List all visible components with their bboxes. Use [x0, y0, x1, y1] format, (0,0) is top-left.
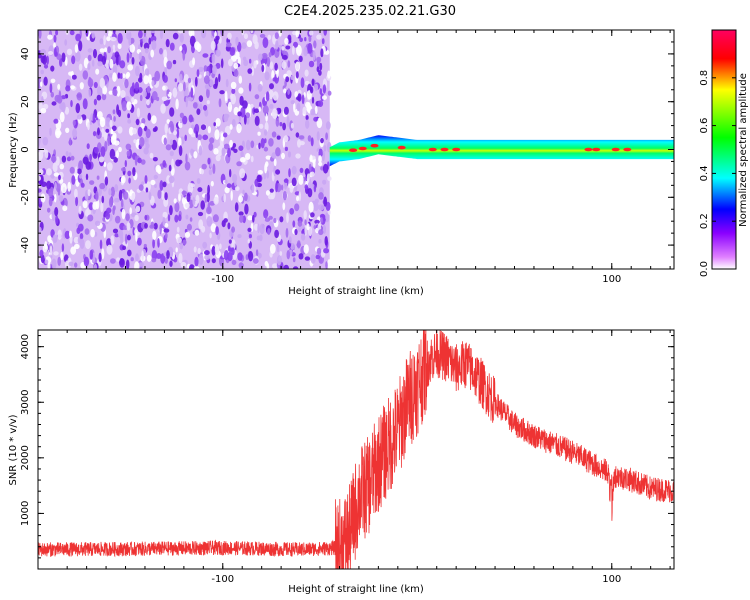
signal-peak	[584, 147, 593, 152]
bottom-plot-frame	[37, 329, 675, 570]
top-x-tick-label: -100	[211, 274, 234, 285]
top-x-axis-label: Height of straight line (km)	[288, 286, 424, 297]
bottom-y-tick-label: 3000	[20, 390, 31, 415]
top-y-axis-label: Frequency (Hz)	[8, 112, 19, 188]
snr-plot: -100 100 1000 2000 3000 4000	[20, 329, 675, 585]
colorbar-tick-label: 0.4	[699, 165, 710, 181]
bottom-x-tick-label: 100	[602, 574, 621, 585]
colorbar: 0.0 0.2 0.4 0.6 0.8	[699, 29, 737, 277]
top-y-tick-label: 20	[20, 95, 31, 108]
bottom-y-axis-label: SNR (10 * v/v)	[8, 414, 19, 485]
signal-band	[329, 135, 674, 167]
colorbar-frame	[711, 29, 737, 270]
spectrogram-plot: -100 100 -40 -20 0 20 40	[20, 29, 675, 285]
signal-peak	[397, 145, 406, 150]
signal-peak	[358, 146, 367, 151]
noise-speckles	[38, 30, 332, 269]
signal-peak	[349, 148, 358, 152]
top-x-tick-label: 100	[602, 274, 621, 285]
signal-peak	[611, 147, 620, 152]
colorbar-tick-label: 0.8	[699, 70, 710, 86]
colorbar-tick-label: 0.0	[699, 261, 710, 277]
top-y-tick-label: -40	[20, 237, 31, 253]
bottom-x-axis-label: Height of straight line (km)	[288, 584, 424, 595]
bottom-x-tick-label: -100	[211, 574, 234, 585]
colorbar-label: Normalized spectral amplitude	[738, 73, 749, 227]
signal-band-fill	[329, 135, 674, 167]
bottom-y-tick-label: 4000	[20, 334, 31, 359]
top-y-tick-label: -20	[20, 189, 31, 205]
colorbar-tick-label: 0.6	[699, 118, 710, 134]
bottom-y-tick-label: 1000	[20, 501, 31, 526]
colorbar-tick-label: 0.2	[699, 213, 710, 229]
top-y-tick-label: 40	[20, 48, 31, 61]
snr-series-line	[38, 330, 674, 569]
chart-title: C2E4.2025.235.02.21.G30	[284, 4, 456, 19]
signal-peak	[370, 143, 379, 148]
signal-peak	[623, 147, 632, 152]
signal-peak	[428, 147, 437, 152]
bottom-y-tick-label: 2000	[20, 445, 31, 470]
top-y-tick-label: 0	[20, 146, 31, 152]
signal-peak	[452, 147, 461, 152]
signal-peak	[440, 147, 449, 152]
signal-peak	[592, 147, 601, 152]
colorbar-gradient	[712, 30, 736, 269]
